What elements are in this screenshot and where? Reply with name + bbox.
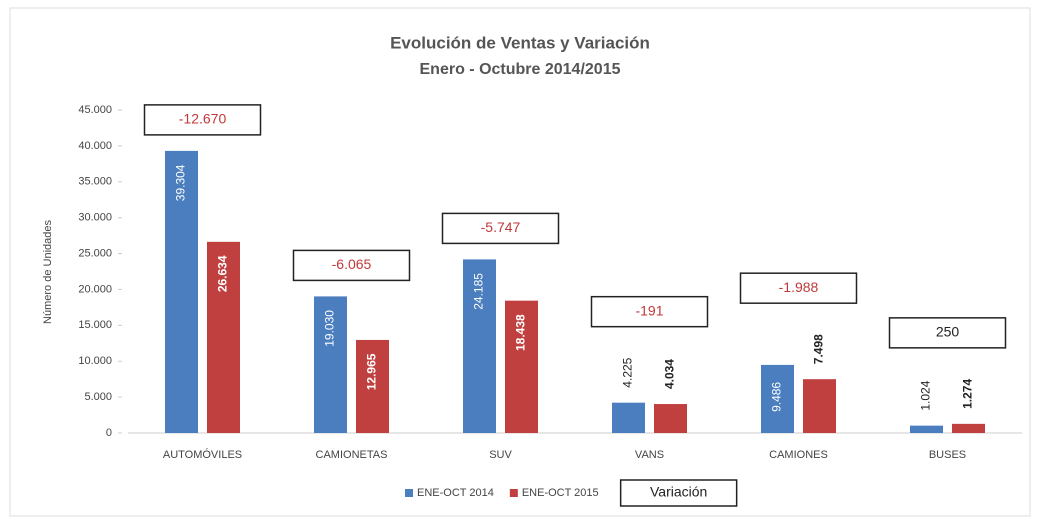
data-label: 4.225: [621, 357, 635, 387]
bar: [356, 339, 389, 433]
data-label: 19.030: [323, 310, 337, 347]
x-tick-label: SUV: [489, 449, 512, 461]
variation-label: -6.065: [332, 256, 372, 272]
data-label: 9.486: [770, 382, 784, 412]
variation-box: [292, 249, 411, 282]
y-tick-label: 35.000: [78, 176, 112, 188]
bar: [910, 425, 943, 433]
y-tick-label: 5.000: [84, 391, 112, 403]
chart-subtitle: Enero - Octubre 2014/2015: [420, 61, 621, 78]
bar: [803, 379, 836, 433]
legend-label: ENE-OCT 2015: [522, 487, 599, 499]
legend-swatch: [405, 489, 413, 497]
bar: [165, 150, 198, 433]
data-label: 7.498: [812, 334, 826, 364]
variation-box: [739, 272, 858, 304]
y-tick-label: 25.000: [78, 247, 112, 259]
variation-box: [590, 295, 709, 328]
x-tick-label: VANS: [635, 449, 664, 461]
y-tick-label: 30.000: [78, 212, 112, 224]
data-label: 1.024: [919, 380, 933, 410]
bar: [952, 423, 985, 433]
legend-box: [619, 479, 738, 507]
y-tick-label: 15.000: [78, 319, 112, 331]
variation-box: [143, 104, 262, 136]
legend-label: ENE-OCT 2014: [417, 487, 494, 499]
bar: [654, 404, 687, 433]
bar: [505, 300, 538, 433]
variation-box: [888, 317, 1007, 349]
y-tick-label: 10.000: [78, 355, 112, 367]
y-tick-label: 0: [106, 427, 112, 439]
data-label: 18.438: [514, 314, 528, 351]
variation-label: -191: [635, 302, 663, 318]
legend-swatch: [509, 489, 518, 497]
bar: [463, 259, 496, 433]
data-label: 26.634: [216, 255, 230, 292]
x-tick-label: AUTOMÓVILES: [163, 448, 242, 461]
y-axis-label: Número de Unidades: [42, 220, 54, 324]
variation-label: -5.747: [481, 219, 521, 235]
variation-label: -12.670: [179, 111, 227, 127]
y-tick-label: 40.000: [78, 140, 112, 152]
y-tick-label: 20.000: [78, 283, 112, 295]
data-label: 24.185: [472, 273, 486, 310]
x-tick-label: CAMIONETAS: [316, 449, 388, 461]
variation-box: [441, 212, 560, 245]
data-label: 39.304: [174, 164, 188, 201]
data-label: 12.965: [365, 353, 379, 390]
variation-label: 250: [936, 324, 960, 340]
bar: [761, 364, 794, 433]
bar: [612, 402, 645, 433]
bar: [207, 241, 240, 433]
data-label: 4.034: [663, 359, 677, 389]
legend-label: Variación: [650, 484, 707, 500]
chart-border: [9, 7, 1031, 517]
x-tick-label: BUSES: [929, 449, 966, 461]
x-tick-label: CAMIONES: [769, 449, 828, 461]
bar: [314, 296, 347, 433]
variation-label: -1.988: [779, 279, 819, 295]
data-label: 1.274: [961, 379, 975, 409]
chart-title: Evolución de Ventas y Variación: [390, 33, 650, 52]
y-tick-label: 45.000: [78, 104, 112, 116]
